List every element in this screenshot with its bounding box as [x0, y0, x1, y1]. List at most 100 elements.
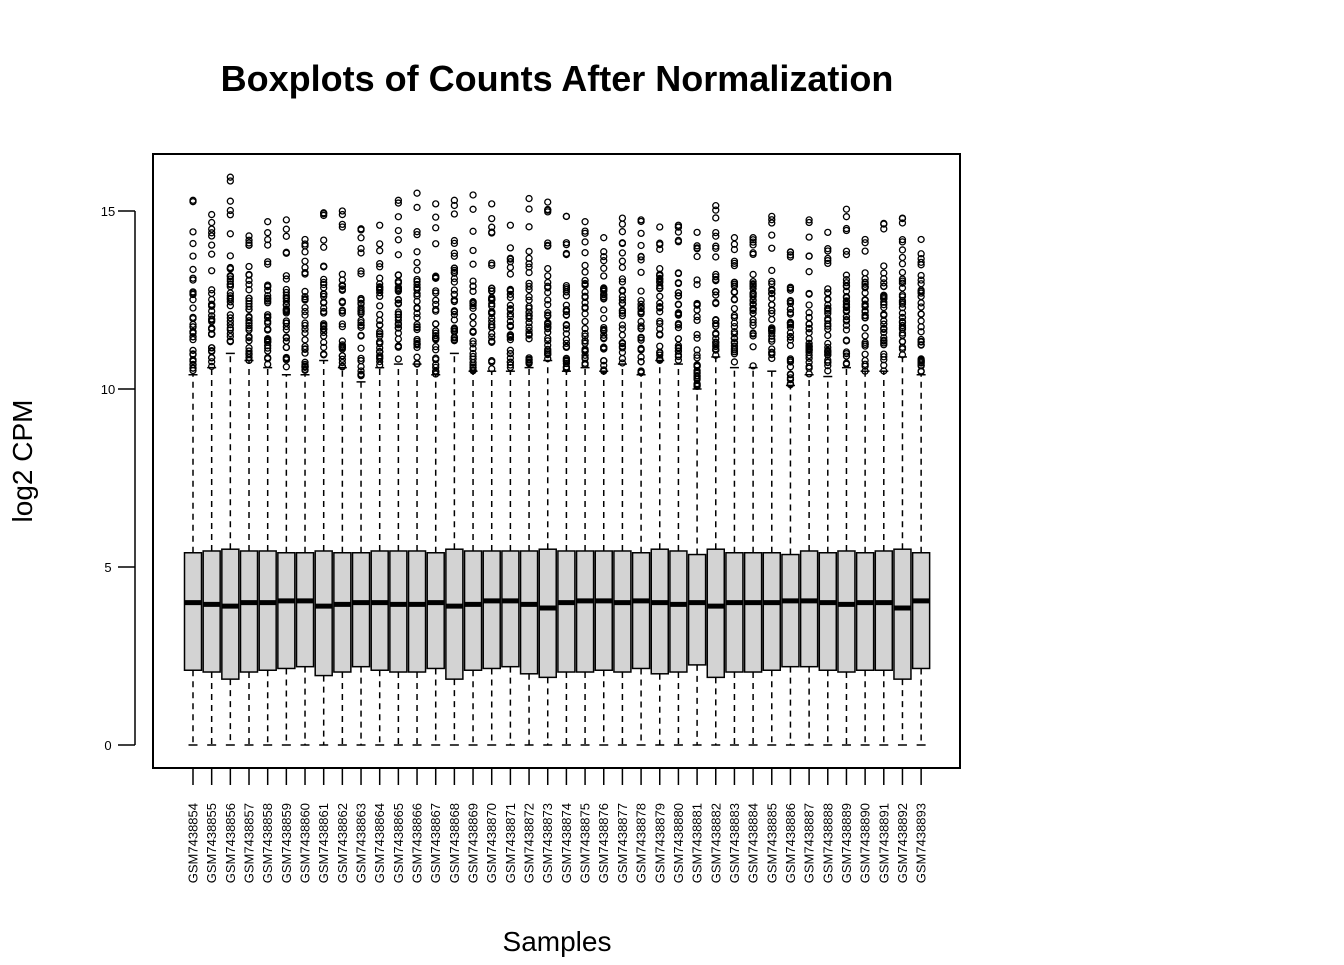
box-body	[277, 552, 296, 670]
outlier-point	[245, 317, 253, 325]
outlier-point	[805, 216, 813, 224]
outlier-point	[506, 331, 515, 339]
outliers	[301, 235, 309, 374]
x-tick-label: GSM7438868	[447, 803, 462, 883]
outlier-point	[525, 260, 533, 268]
outlier-point	[917, 276, 925, 284]
outlier-point	[338, 320, 347, 328]
outlier-point	[413, 203, 421, 212]
outlier-point	[488, 287, 496, 295]
outlier-point	[506, 221, 515, 229]
outlier-point	[730, 234, 739, 242]
box-GSM7438887	[799, 216, 819, 746]
outlier-point	[712, 273, 720, 281]
outlier-point	[282, 306, 291, 314]
box-body	[893, 548, 912, 680]
box-body	[221, 548, 240, 680]
box-body	[650, 548, 669, 675]
outlier-point	[898, 214, 907, 222]
outlier-point	[245, 337, 253, 345]
outliers	[544, 198, 552, 363]
outlier-point	[656, 351, 664, 359]
outlier-point	[805, 351, 813, 360]
outlier-point	[469, 260, 477, 268]
box-body	[743, 552, 763, 673]
outlier-point	[824, 331, 832, 340]
outliers	[618, 214, 627, 367]
box-body	[855, 552, 875, 671]
outlier-point	[506, 244, 515, 252]
outlier-point	[525, 319, 533, 327]
outlier-point	[394, 299, 403, 307]
outlier-point	[413, 323, 421, 331]
outliers	[861, 235, 869, 375]
outlier-point	[432, 346, 440, 354]
outlier-point	[226, 275, 234, 283]
outlier-point	[581, 268, 589, 276]
outlier-point	[618, 359, 627, 367]
box-body	[501, 550, 520, 668]
outlier-point	[786, 305, 795, 313]
outlier-point	[861, 247, 869, 255]
box-body	[911, 552, 931, 670]
outlier-point	[376, 361, 384, 369]
x-tick-label: GSM7438858	[260, 803, 275, 883]
outlier-point	[749, 332, 757, 340]
outlier-point	[730, 296, 739, 304]
outlier-point	[674, 351, 683, 359]
outlier-point	[376, 348, 384, 356]
outlier-point	[917, 235, 925, 244]
outlier-point	[786, 286, 795, 294]
outlier-point	[208, 267, 216, 275]
outlier-point	[301, 358, 309, 366]
outliers	[394, 196, 403, 363]
outlier-point	[786, 283, 795, 291]
outlier-point	[394, 335, 403, 343]
box-GSM7438890	[855, 235, 875, 746]
outlier-point	[656, 271, 664, 280]
outlier-point	[600, 285, 608, 293]
outlier-point	[394, 343, 403, 351]
outlier-point	[917, 328, 925, 336]
outlier-point	[338, 285, 347, 293]
outlier-point	[264, 291, 272, 300]
outlier-point	[693, 252, 701, 261]
outlier-point	[786, 251, 795, 259]
outlier-point	[208, 229, 216, 237]
outlier-point	[338, 323, 347, 331]
outlier-point	[637, 287, 645, 295]
chart-title: Boxplots of Counts After Normalization	[221, 58, 894, 99]
outliers	[432, 200, 440, 378]
outlier-point	[394, 287, 403, 295]
outlier-point	[264, 260, 272, 268]
outliers	[208, 210, 216, 371]
x-axis: GSM7438854 GSM7438855 GSM7438856 GSM7438857…	[186, 767, 929, 883]
outlier-point	[880, 336, 888, 344]
outlier-point	[506, 263, 515, 272]
outlier-point	[357, 367, 365, 375]
outlier-point	[861, 324, 869, 332]
outlier-point	[376, 330, 384, 338]
box-GSM7438863	[351, 225, 371, 746]
outlier-point	[637, 334, 645, 342]
outlier-point	[842, 213, 851, 221]
outlier-point	[282, 337, 291, 345]
outlier-point	[413, 325, 421, 334]
outlier-point	[450, 201, 459, 210]
outlier-point	[917, 289, 925, 297]
outlier-point	[693, 299, 701, 308]
outlier-point	[581, 218, 589, 226]
outlier-point	[562, 330, 571, 338]
outlier-point	[525, 205, 533, 213]
outlier-point	[320, 307, 328, 316]
outlier-point	[618, 339, 627, 347]
outlier-point	[357, 321, 365, 329]
outlier-point	[226, 211, 234, 219]
box-body	[874, 550, 894, 671]
outlier-point	[245, 321, 253, 330]
outlier-point	[264, 313, 272, 321]
outlier-point	[618, 306, 627, 314]
outlier-point	[432, 289, 440, 297]
outlier-point	[581, 304, 589, 312]
outlier-point	[413, 343, 421, 352]
